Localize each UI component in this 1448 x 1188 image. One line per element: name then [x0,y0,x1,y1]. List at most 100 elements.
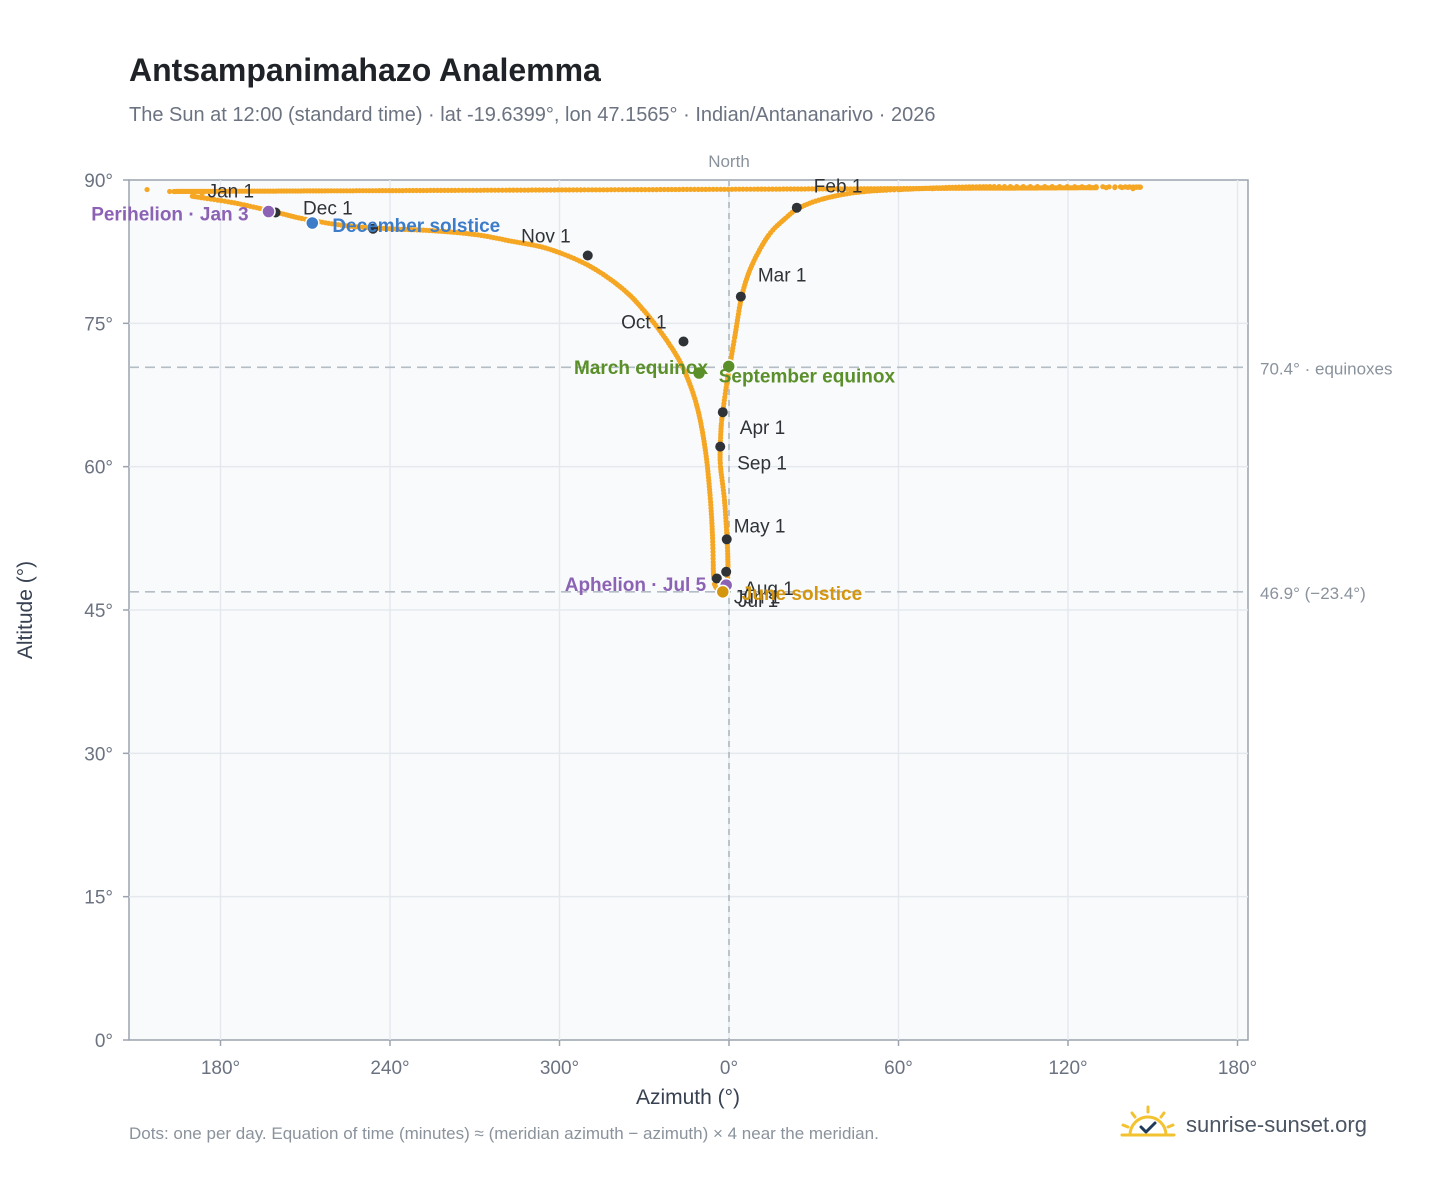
daily-dot [578,187,584,193]
daily-dot [676,186,682,193]
month-marker [715,441,726,452]
daily-dot [466,187,473,193]
daily-dot [199,190,205,196]
daily-dot [167,188,173,195]
daily-dot [1125,184,1131,190]
month-label: Jul 1 [738,591,778,612]
y-tick-label: 75° [84,314,113,335]
month-label: Sep 1 [737,454,787,475]
daily-dot [1130,186,1136,192]
daily-dot [710,186,716,192]
month-label: Nov 1 [521,226,571,247]
brand-logo[interactable]: sunrise-sunset.org [1120,1100,1367,1150]
daily-dot [650,187,656,193]
daily-dot [510,187,516,193]
daily-dot [691,186,698,192]
reference-line-label: 46.9° (−23.4°) [1260,584,1366,603]
chart-title: Antsampanimahazo Analemma [129,52,601,88]
daily-dot [766,186,772,192]
daily-dot [777,186,783,192]
y-tick-label: 60° [84,458,113,479]
event-label: Aphelion · Jul 5 [565,575,707,596]
reference-lines: 70.4° · equinoxes 46.9° (−23.4°) [129,359,1393,603]
daily-dot [977,185,984,191]
daily-dot [755,186,761,192]
month-label: Apr 1 [740,418,785,439]
month-marker [582,250,593,261]
daily-dot [623,187,629,193]
daily-dot [540,187,546,193]
daily-dot [791,186,797,192]
event-label: September equinox [719,366,896,387]
month-label: Jan 1 [208,181,254,202]
month-label: May 1 [734,516,786,537]
daily-dot [631,187,637,193]
y-tick-label: 0° [95,1031,113,1052]
y-tick-label: 90° [84,171,113,192]
daily-dot [1103,185,1109,191]
daily-dot [600,187,607,193]
daily-dot [521,187,528,193]
daily-dot [191,189,197,196]
daily-dot [441,187,448,193]
axis-ticks: 0° 15° 30° 45° 60° 75° 90° 180° 240° 300° 0° 60° 120… [84,171,1257,1079]
daily-dot [695,186,701,192]
daily-dot [758,186,765,192]
x-tick-label: 180° [201,1058,240,1079]
daily-dot [929,186,936,192]
brand-name[interactable]: sunrise-sunset.org [1186,1112,1367,1137]
event-marker [691,365,707,381]
daily-dot [499,187,505,193]
daily-dot [798,186,805,192]
daily-dot [747,186,754,192]
daily-dot [744,186,750,192]
daily-dot [706,186,713,192]
daily-dot [718,186,724,192]
daily-dot [895,186,902,193]
daily-dot [570,187,576,193]
daily-dot [589,187,595,193]
daily-dot [536,187,543,193]
x-tick-label: 240° [370,1058,409,1079]
daily-dot [802,186,808,192]
month-label: Jun 1 [734,587,780,608]
daily-dot [721,186,728,192]
x-tick-label: 60° [884,1058,913,1079]
daily-dot [604,187,610,193]
daily-dot [485,187,491,193]
daily-dot [1034,185,1040,191]
daily-dot [477,187,483,193]
daily-dot [514,187,520,193]
daily-dot [492,187,498,193]
daily-dot [769,186,776,192]
daily-dot [751,186,757,192]
daily-dot [449,187,455,193]
daily-dot [525,187,531,193]
daily-dot [144,186,150,193]
daily-dot [642,187,648,193]
daily-dot [597,187,603,193]
daily-dot [507,187,513,193]
event-marker [721,359,736,374]
x-tick-label: 120° [1048,1058,1087,1079]
daily-dot [544,187,550,193]
event-marker [715,584,731,600]
daily-dot [551,187,558,193]
month-marker [711,573,722,584]
daily-dot [784,186,790,192]
daily-dot [740,186,746,192]
event-label: Perihelion · Jan 3 [91,205,248,226]
daily-dot [688,186,694,192]
daily-dot [736,186,742,192]
month-marker [721,566,732,577]
daily-dot [503,187,509,193]
y-tick-label: 45° [84,601,113,622]
daily-dot [488,187,494,193]
daily-dot [574,187,580,193]
daily-dot [680,186,686,192]
daily-dot [555,187,561,193]
month-label: Mar 1 [758,266,807,287]
daily-dots [144,185,1136,196]
month-marker [791,202,802,213]
